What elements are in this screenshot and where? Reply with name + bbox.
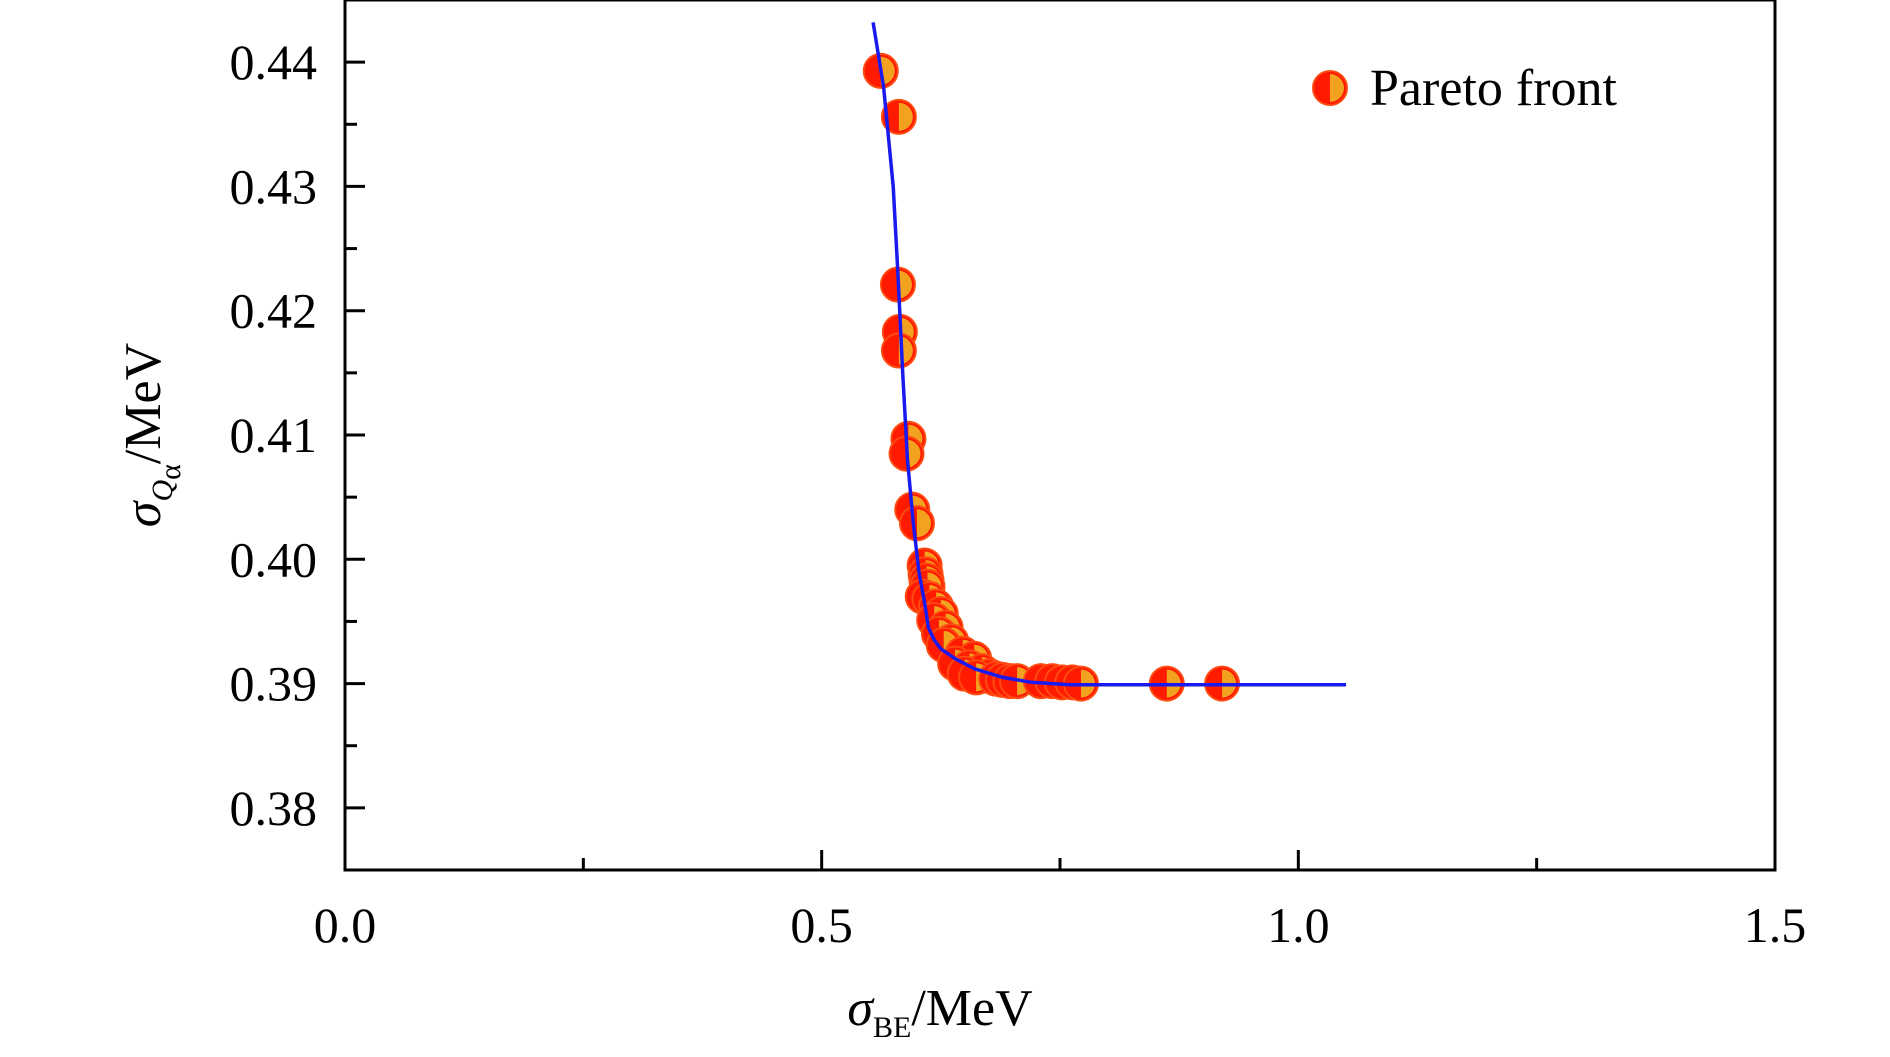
x-tick-label: 0.5: [790, 897, 853, 953]
y-tick-label: 0.40: [230, 531, 318, 587]
marker-half: [897, 270, 912, 299]
legend-marker: [1312, 70, 1348, 106]
data-point: [880, 332, 917, 369]
marker-half: [880, 56, 895, 85]
y-tick-label: 0.44: [230, 34, 318, 90]
y-axis-title-subsubscript: α: [154, 464, 187, 480]
marker-half: [898, 102, 913, 131]
y-tick-label: 0.41: [230, 407, 318, 463]
y-tick-label: 0.39: [230, 656, 318, 712]
marker-half: [1330, 74, 1344, 102]
y-tick-label: 0.42: [230, 283, 318, 339]
data-point: [879, 266, 916, 303]
y-axis-title-symbol: σ: [115, 499, 172, 527]
legend: Pareto front: [1312, 60, 1617, 117]
legend-label: Pareto front: [1370, 60, 1617, 117]
y-axis-title-subscript: Q: [146, 480, 179, 502]
ticks-layer: [343, 60, 1777, 870]
x-tick-label: 1.5: [1744, 897, 1807, 953]
x-axis-title-subscript: BE: [873, 1011, 911, 1044]
x-axis-title-unit: /MeV: [911, 980, 1032, 1037]
x-tick-label: 1.0: [1267, 897, 1330, 953]
series-layer: [862, 22, 1346, 702]
plot-frame: [343, 0, 1777, 872]
marker-half: [906, 439, 921, 468]
y-axis-title-unit: /MeV: [115, 343, 172, 464]
data-point: [899, 505, 935, 542]
x-axis-title: σBE/MeV: [847, 980, 1032, 1044]
y-tick-label: 0.43: [230, 158, 318, 214]
x-axis-title-symbol: σ: [847, 980, 875, 1037]
y-tick-label: 0.38: [230, 780, 318, 836]
data-point: [880, 98, 917, 135]
x-tick-label: 0.0: [314, 897, 377, 953]
marker-half: [917, 509, 931, 538]
y-axis-title: σQα/MeV: [115, 343, 187, 527]
fit-line: [871, 22, 1346, 687]
legend-marker-symbol: [1312, 70, 1348, 106]
tick-labels-layer: 0.0 0.5 1.0 1.5 0.38 0.39 0.40 0.41 0.42 0.43 0.44: [230, 34, 1807, 953]
